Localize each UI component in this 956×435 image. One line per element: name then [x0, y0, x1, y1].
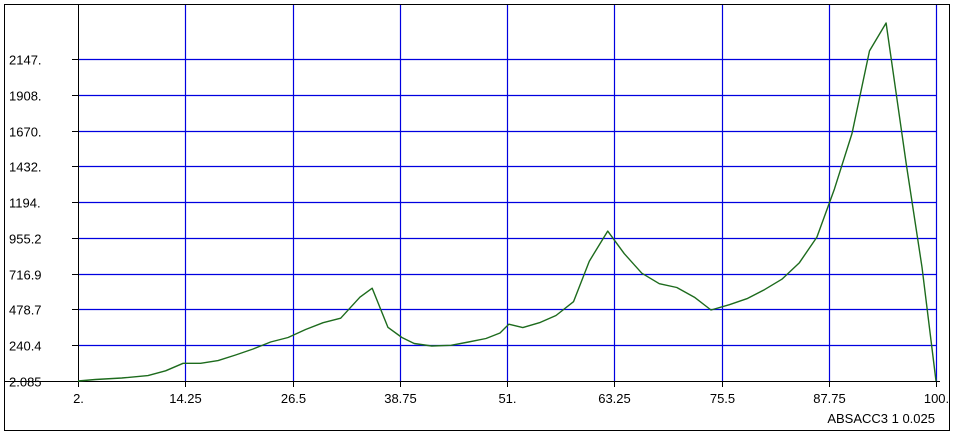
x-tick-label: 51. — [498, 391, 516, 406]
y-tick-label: 478.7 — [9, 303, 42, 318]
y-tick-label: 1670. — [9, 125, 42, 140]
y-tick-label: 716.9 — [9, 268, 42, 283]
y-tick-label: 1908. — [9, 89, 42, 104]
y-tick-labels: 2.085 240.4 478.7 716.9 955.2 1194. 1432. 1670.… — [9, 53, 42, 390]
plot-frame: 2.085 240.4 478.7 716.9 955.2 1194. 1432. 1670.… — [4, 4, 950, 431]
x-tick-label: 87.75 — [813, 391, 846, 406]
x-tick-label: 100. — [924, 391, 949, 406]
grid-lines — [78, 5, 938, 381]
y-tick-label: 955.2 — [9, 232, 42, 247]
x-tick-label: 38.75 — [384, 391, 417, 406]
chart-annotation: ABSACC3 1 0.025 — [827, 411, 935, 426]
series-line — [77, 22, 937, 382]
plot-axes — [5, 5, 940, 387]
x-tick-label: 26.5 — [281, 391, 306, 406]
y-tick-label: 1194. — [9, 196, 41, 211]
y-tick-label: 2.085 — [9, 375, 42, 390]
x-tick-labels: 2. 14.25 26.5 38.75 51. 63.25 75.5 87.75 100. — [73, 391, 949, 406]
y-tick-label: 2147. — [9, 53, 42, 68]
line-chart: 2.085 240.4 478.7 716.9 955.2 1194. 1432. 1670.… — [5, 5, 949, 426]
series-layer — [77, 22, 937, 382]
x-tick-label: 75.5 — [710, 391, 735, 406]
x-tick-label: 2. — [73, 391, 84, 406]
y-tick-label: 1432. — [9, 160, 42, 175]
x-tick-label: 14.25 — [169, 391, 202, 406]
x-tick-label: 63.25 — [598, 391, 631, 406]
y-tick-label: 240.4 — [9, 339, 42, 354]
